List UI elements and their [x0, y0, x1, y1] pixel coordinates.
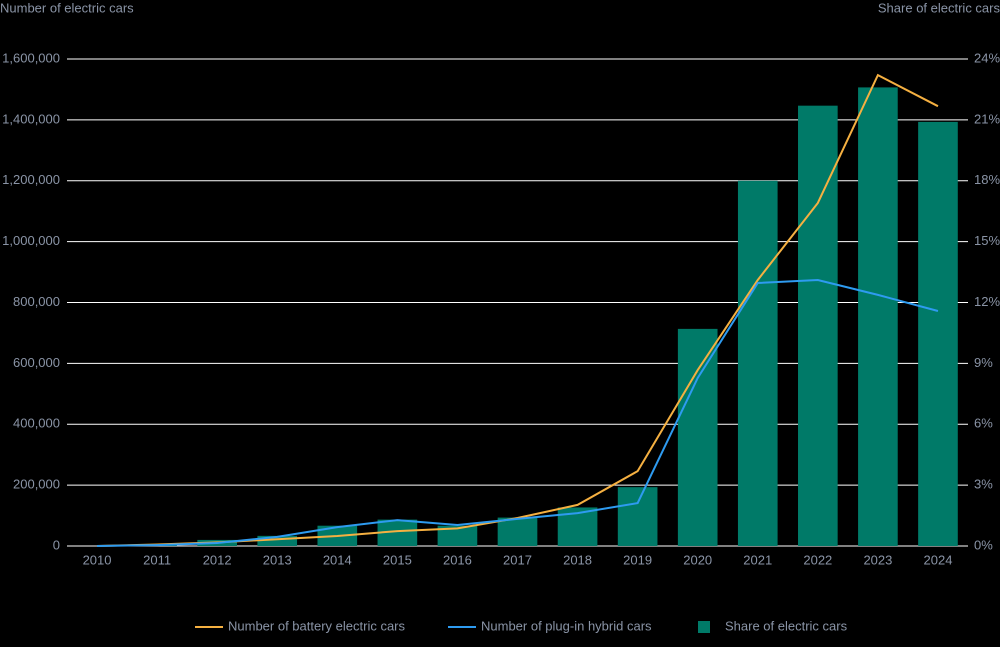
- legend-label: Share of electric cars: [725, 618, 848, 633]
- x-tick-label: 2021: [743, 552, 772, 567]
- x-tick-label: 2013: [263, 552, 292, 567]
- bar: [737, 180, 778, 546]
- x-tick-label: 2018: [563, 552, 592, 567]
- bar: [437, 525, 478, 546]
- x-tick-label: 2014: [323, 552, 352, 567]
- y-tick-label: 1,000,000: [2, 233, 60, 248]
- x-tick-label: 2011: [143, 552, 171, 567]
- bar: [497, 517, 538, 546]
- y-tick-label: 600,000: [13, 355, 60, 370]
- x-tick-label: 2020: [683, 552, 712, 567]
- line: [97, 278, 939, 547]
- y-tick-label: 0: [53, 537, 60, 552]
- x-tick-label: 2015: [383, 552, 412, 567]
- y-tick-label: 1,200,000: [2, 172, 60, 187]
- bar: [918, 121, 958, 546]
- x-tick-label: 2016: [443, 552, 472, 567]
- y2-tick-label: 15%: [974, 233, 1000, 248]
- x-tick-label: 2024: [924, 552, 953, 567]
- y-tick-label: 400,000: [13, 416, 60, 431]
- bar: [858, 87, 898, 547]
- y-tick-label: 200,000: [13, 477, 60, 492]
- y2-tick-label: 9%: [974, 355, 993, 370]
- y2-axis-title: Share of electric cars: [878, 0, 1000, 15]
- y2-tick-label: 0%: [974, 537, 993, 552]
- y2-tick-label: 6%: [974, 416, 993, 431]
- x-tick-label: 2023: [863, 552, 892, 567]
- y-tick-label: 1,600,000: [2, 50, 60, 65]
- x-tick-label: 2010: [83, 552, 112, 567]
- x-tick-label: 2012: [203, 552, 232, 567]
- y2-tick-label: 21%: [974, 111, 1000, 126]
- y-tick-label: 800,000: [13, 294, 60, 309]
- x-tick-label: 2017: [503, 552, 532, 567]
- legend-label: Number of battery electric cars: [228, 618, 406, 633]
- legend-label: Number of plug-in hybrid cars: [481, 618, 652, 633]
- y-axis-title: Number of electric cars: [0, 0, 134, 15]
- y2-tick-label: 3%: [974, 477, 993, 492]
- bar: [798, 105, 838, 546]
- x-tick-label: 2022: [803, 552, 832, 567]
- y2-tick-label: 18%: [974, 172, 1000, 187]
- y-tick-label: 1,400,000: [2, 111, 60, 126]
- y2-tick-label: 24%: [974, 50, 1000, 65]
- legend-swatch: [698, 621, 710, 633]
- bar: [617, 487, 658, 546]
- y2-tick-label: 12%: [974, 294, 1000, 309]
- bar: [257, 535, 298, 546]
- bar: [677, 328, 718, 546]
- x-tick-label: 2019: [623, 552, 652, 567]
